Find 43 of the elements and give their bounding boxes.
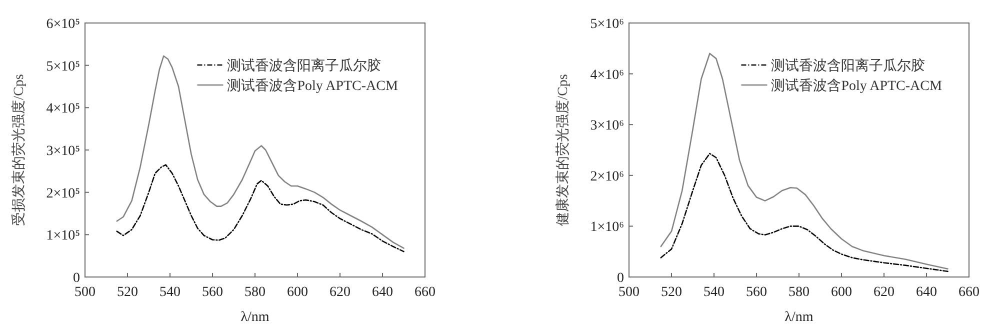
legend-label: 测试香波含Poly APTC-ACM: [227, 78, 398, 94]
x-tick-label: 500: [74, 285, 96, 300]
y-tick-label: 5×10⁶: [590, 17, 624, 32]
x-tick-label: 560: [746, 285, 767, 300]
line-series: [116, 55, 404, 249]
x-tick-label: 540: [704, 285, 724, 300]
x-tick-label: 660: [958, 285, 980, 300]
y-tick-label: 4×10⁵: [46, 102, 80, 117]
x-tick-label: 520: [661, 285, 682, 300]
legend-label: 测试香波含Poly APTC-ACM: [771, 78, 942, 94]
line-series: [660, 52, 948, 270]
y-axis-title: 健康发束的荧光强度/Cps: [555, 74, 571, 226]
x-tick-label: 520: [117, 285, 138, 300]
x-axis-title: λ/nm: [240, 310, 270, 325]
x-axis-title: λ/nm: [784, 310, 814, 325]
y-tick-label: 2×10⁵: [46, 186, 80, 202]
line-series: [116, 164, 404, 252]
x-tick-label: 580: [788, 285, 810, 300]
y-tick-label: 0: [73, 271, 80, 286]
x-tick-label: 600: [287, 285, 308, 300]
y-tick-label: 6×10⁵: [46, 17, 80, 32]
line-series: [660, 152, 948, 272]
y-tick-label: 2×10⁶: [590, 169, 624, 184]
x-tick-label: 580: [244, 285, 266, 300]
x-tick-label: 500: [618, 285, 640, 300]
x-tick-label: 640: [372, 285, 393, 300]
legend-label: 测试香波含阳离子瓜尔胶: [771, 58, 926, 74]
y-tick-label: 5×10⁵: [46, 59, 80, 74]
y-tick-label: 3×10⁵: [46, 144, 80, 159]
x-tick-label: 620: [874, 285, 894, 300]
legend-label: 测试香波含阳离子瓜尔胶: [227, 58, 382, 74]
x-tick-label: 640: [916, 285, 937, 300]
x-tick-label: 660: [414, 285, 436, 300]
y-tick-label: 1×10⁶: [590, 220, 624, 236]
y-tick-label: 1×10⁵: [46, 228, 80, 244]
y-tick-label: 0: [617, 271, 624, 286]
x-tick-label: 540: [160, 285, 180, 300]
x-tick-label: 620: [330, 285, 350, 300]
y-tick-label: 4×10⁶: [590, 68, 624, 83]
x-tick-label: 560: [202, 285, 223, 300]
y-tick-label: 3×10⁶: [590, 118, 624, 134]
y-axis-title: 受损发束的荧光强度/Cps: [11, 74, 27, 226]
x-tick-label: 600: [831, 285, 852, 300]
